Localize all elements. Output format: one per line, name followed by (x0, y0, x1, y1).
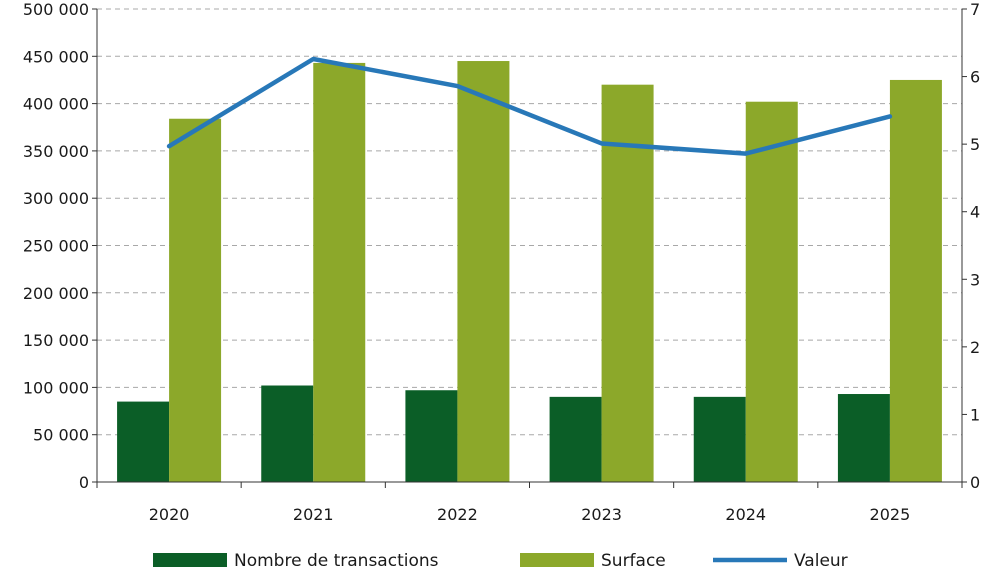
bar-nombre-de-transactions (117, 401, 170, 482)
legend-label-nombre-de-transactions: Nombre de transactions (234, 551, 439, 571)
right-axis-tick-label: 6 (970, 68, 980, 87)
bar-surface (889, 79, 942, 482)
right-axis-tick-label: 1 (970, 405, 980, 424)
x-axis-tick-label: 2022 (437, 505, 478, 524)
legend-label-surface: Surface (601, 551, 666, 571)
left-axis-tick-label: 50 000 (33, 426, 89, 445)
legend-swatch-nombre-de-transactions (153, 553, 227, 567)
left-axis-tick-label: 0 (79, 473, 89, 492)
bars (117, 61, 942, 483)
left-axis-tick-label: 100 000 (23, 378, 89, 397)
bar-surface (169, 118, 222, 483)
bar-surface (601, 84, 654, 483)
right-axis-tick-label: 2 (970, 338, 980, 357)
left-axis-tick-label: 400 000 (23, 95, 89, 114)
bar-nombre-de-transactions (261, 385, 314, 482)
right-axis-tick-label: 5 (970, 135, 980, 154)
left-axis-tick-label: 450 000 (23, 47, 89, 66)
left-axis-tick-label: 150 000 (23, 331, 89, 350)
x-axis-tick-label: 2023 (581, 505, 622, 524)
legend-swatch-surface (520, 553, 594, 567)
left-axis-tick-label: 500 000 (23, 0, 89, 19)
right-axis-tick-label: 4 (970, 203, 980, 222)
line-series (166, 56, 893, 156)
gridlines (97, 8, 962, 436)
line-valeur (166, 56, 893, 156)
bar-surface (457, 61, 510, 482)
x-axis-tick-label: 2021 (293, 505, 334, 524)
axes: 0 50 000 100 000 150 000 200 000 250 000 300 0… (23, 0, 980, 524)
right-axis-tick-label: 7 (970, 0, 980, 19)
x-axis-tick-label: 2025 (870, 505, 911, 524)
left-axis-tick-label: 250 000 (23, 237, 89, 256)
bar-nombre-de-transactions (837, 394, 890, 482)
left-axis-tick-label: 350 000 (23, 142, 89, 161)
bar-nombre-de-transactions (549, 396, 602, 482)
left-axis-tick-label: 300 000 (23, 189, 89, 208)
right-axis-tick-label: 3 (970, 270, 980, 289)
legend-label-valeur: Valeur (794, 551, 848, 571)
x-axis-tick-label: 2024 (725, 505, 766, 524)
right-axis-tick-label: 0 (970, 473, 980, 492)
bar-nombre-de-transactions (405, 390, 458, 482)
legend: Nombre de transactions Surface Valeur (153, 551, 848, 571)
bar-nombre-de-transactions (693, 396, 746, 482)
bar-surface (745, 101, 798, 482)
left-axis-tick-label: 200 000 (23, 284, 89, 303)
x-axis-tick-label: 2020 (149, 505, 190, 524)
bar-surface (313, 62, 366, 483)
